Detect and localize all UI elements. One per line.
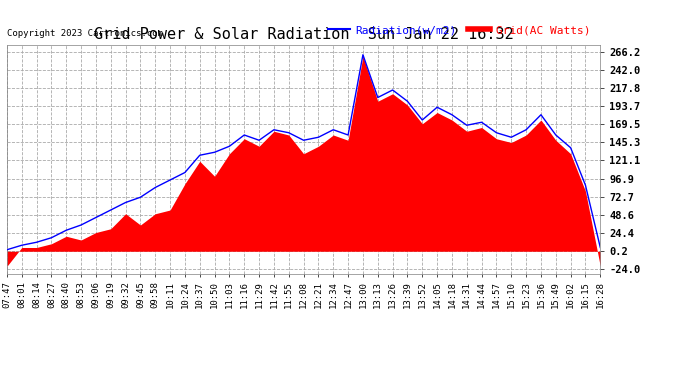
Text: Copyright 2023 Cartronics.com: Copyright 2023 Cartronics.com — [7, 28, 163, 38]
Legend: Radiation(w/m2), Grid(AC Watts): Radiation(w/m2), Grid(AC Watts) — [324, 21, 595, 40]
Title: Grid Power & Solar Radiation  Sun Jan 22 16:32: Grid Power & Solar Radiation Sun Jan 22 … — [94, 27, 513, 42]
